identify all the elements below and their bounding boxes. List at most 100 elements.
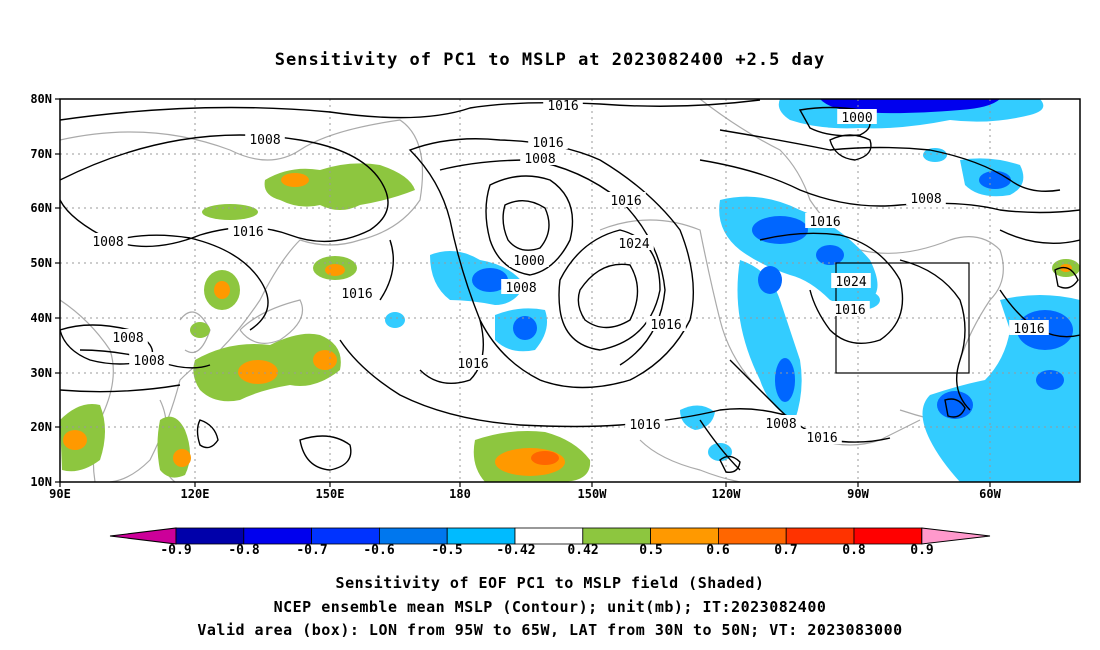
contour-label: 1016 xyxy=(457,357,488,372)
contour-label-bg xyxy=(228,223,268,238)
colorbar-swatch xyxy=(718,527,787,545)
map-ticks xyxy=(55,98,991,487)
colorbar-swatch xyxy=(582,527,651,545)
contour-label-bg xyxy=(509,252,549,267)
contour-label-bg xyxy=(805,213,845,228)
contour-label: 1000 xyxy=(513,254,544,269)
contour-label: 1008 xyxy=(910,192,941,207)
contour-label-bg xyxy=(245,131,285,146)
colorbar-swatch xyxy=(243,527,313,545)
colorbar-tick-label: -0.6 xyxy=(363,543,395,558)
lon-label: 120W xyxy=(711,487,741,501)
colorbar-tick-label: 0.7 xyxy=(774,543,798,558)
contour-label-bg xyxy=(831,273,871,288)
chart-title: Sensitivity of PC1 to MSLP at 2023082400… xyxy=(274,50,826,70)
colorbar-swatch xyxy=(175,527,245,545)
lat-label: 20N xyxy=(30,420,52,434)
contour-label-bg xyxy=(625,416,665,431)
contour-label-bg xyxy=(646,316,686,331)
colorbar-tick-label: -0.8 xyxy=(228,543,260,558)
colorbar-tick-label: -0.5 xyxy=(431,543,463,558)
colorbar-tick-label: 0.5 xyxy=(639,543,663,558)
contour-label: 1016 xyxy=(547,99,578,114)
contour-label: 1000 xyxy=(841,111,872,126)
colorbar-tick-label: -0.42 xyxy=(496,543,536,558)
contour-label-bg xyxy=(830,301,870,316)
contour-label-bg xyxy=(453,355,493,370)
contour-label-bg xyxy=(761,415,801,430)
colorbar-tick-label: -0.7 xyxy=(296,543,328,558)
caption-line-3: Valid area (box): LON from 95W to 65W, L… xyxy=(197,621,903,639)
lon-label: 90W xyxy=(847,487,869,501)
contour-label: 1016 xyxy=(532,136,563,151)
lon-label: 150W xyxy=(577,487,607,501)
lat-label: 70N xyxy=(30,147,52,161)
valid-area-box xyxy=(835,262,970,374)
contour-label-bg xyxy=(108,329,148,344)
contour-label: 1016 xyxy=(806,431,837,446)
caption-line-2: NCEP ensemble mean MSLP (Contour); unit(… xyxy=(273,598,827,616)
contour-label-bg xyxy=(501,279,541,294)
contour-label-bg xyxy=(1009,320,1049,335)
lon-label: 90E xyxy=(49,487,71,501)
contour-label: 1016 xyxy=(232,225,263,240)
contour-label: 1016 xyxy=(629,418,660,433)
colorbar-swatch xyxy=(311,527,380,545)
colorbar-tick-label: -0.9 xyxy=(160,543,192,558)
colorbar-low-arrow xyxy=(109,527,177,545)
lon-label: 150E xyxy=(315,487,345,501)
lat-label: 10N xyxy=(30,475,52,489)
contour-label-bg xyxy=(543,97,583,112)
contour-label: 1016 xyxy=(834,303,865,318)
colorbar-tick-label: 0.42 xyxy=(567,543,599,558)
colorbar-high-arrow xyxy=(921,527,991,545)
lat-label: 60N xyxy=(30,201,52,215)
colorbar-tick-label: 0.9 xyxy=(910,543,934,558)
colorbar-tick-label: 0.6 xyxy=(706,543,730,558)
colorbar-swatch xyxy=(853,527,923,545)
contour-label: 1024 xyxy=(618,237,649,252)
contour-label: 1008 xyxy=(524,152,555,167)
contour-label: 1008 xyxy=(92,235,123,250)
contour-label-bg xyxy=(129,352,169,367)
contour-label-bg xyxy=(337,285,377,300)
lat-label: 40N xyxy=(30,311,52,325)
contour-label-bg xyxy=(606,192,646,207)
lon-label: 60W xyxy=(979,487,1001,501)
map-frame xyxy=(59,98,1081,483)
contour-label-bg xyxy=(528,134,568,149)
contour-label: 1008 xyxy=(505,281,536,296)
contour-label: 1016 xyxy=(650,318,681,333)
lat-label: 80N xyxy=(30,92,52,106)
colorbar xyxy=(109,527,991,545)
lon-label: 180 xyxy=(449,487,471,501)
lon-label: 120E xyxy=(180,487,210,501)
lat-label: 30N xyxy=(30,366,52,380)
contour-label-bg xyxy=(906,190,946,205)
contour-label-bg xyxy=(88,233,128,248)
contour-label: 1008 xyxy=(112,331,143,346)
contour-label: 1008 xyxy=(765,417,796,432)
colorbar-swatch xyxy=(785,527,855,545)
colorbar-swatch xyxy=(650,527,719,545)
contour-label-bg xyxy=(802,429,842,444)
contour-label: 1016 xyxy=(1013,322,1044,337)
map-layers xyxy=(60,99,1080,482)
contour-label: 1016 xyxy=(341,287,372,302)
contour-label: 1024 xyxy=(835,275,866,290)
colorbar-tick-label: 0.8 xyxy=(842,543,866,558)
contour-label-bg xyxy=(614,235,654,250)
contour-label-bg xyxy=(837,109,877,124)
contour-label: 1008 xyxy=(133,354,164,369)
contour-label-bg xyxy=(520,150,560,165)
colorbar-swatch xyxy=(514,527,584,545)
contour-label: 1016 xyxy=(809,215,840,230)
mslp-contours xyxy=(60,99,1080,473)
lat-label: 50N xyxy=(30,256,52,270)
colorbar-swatch xyxy=(378,527,448,545)
caption-line-1: Sensitivity of EOF PC1 to MSLP field (Sh… xyxy=(335,574,765,592)
contour-label: 1016 xyxy=(610,194,641,209)
contour-label: 1008 xyxy=(249,133,280,148)
